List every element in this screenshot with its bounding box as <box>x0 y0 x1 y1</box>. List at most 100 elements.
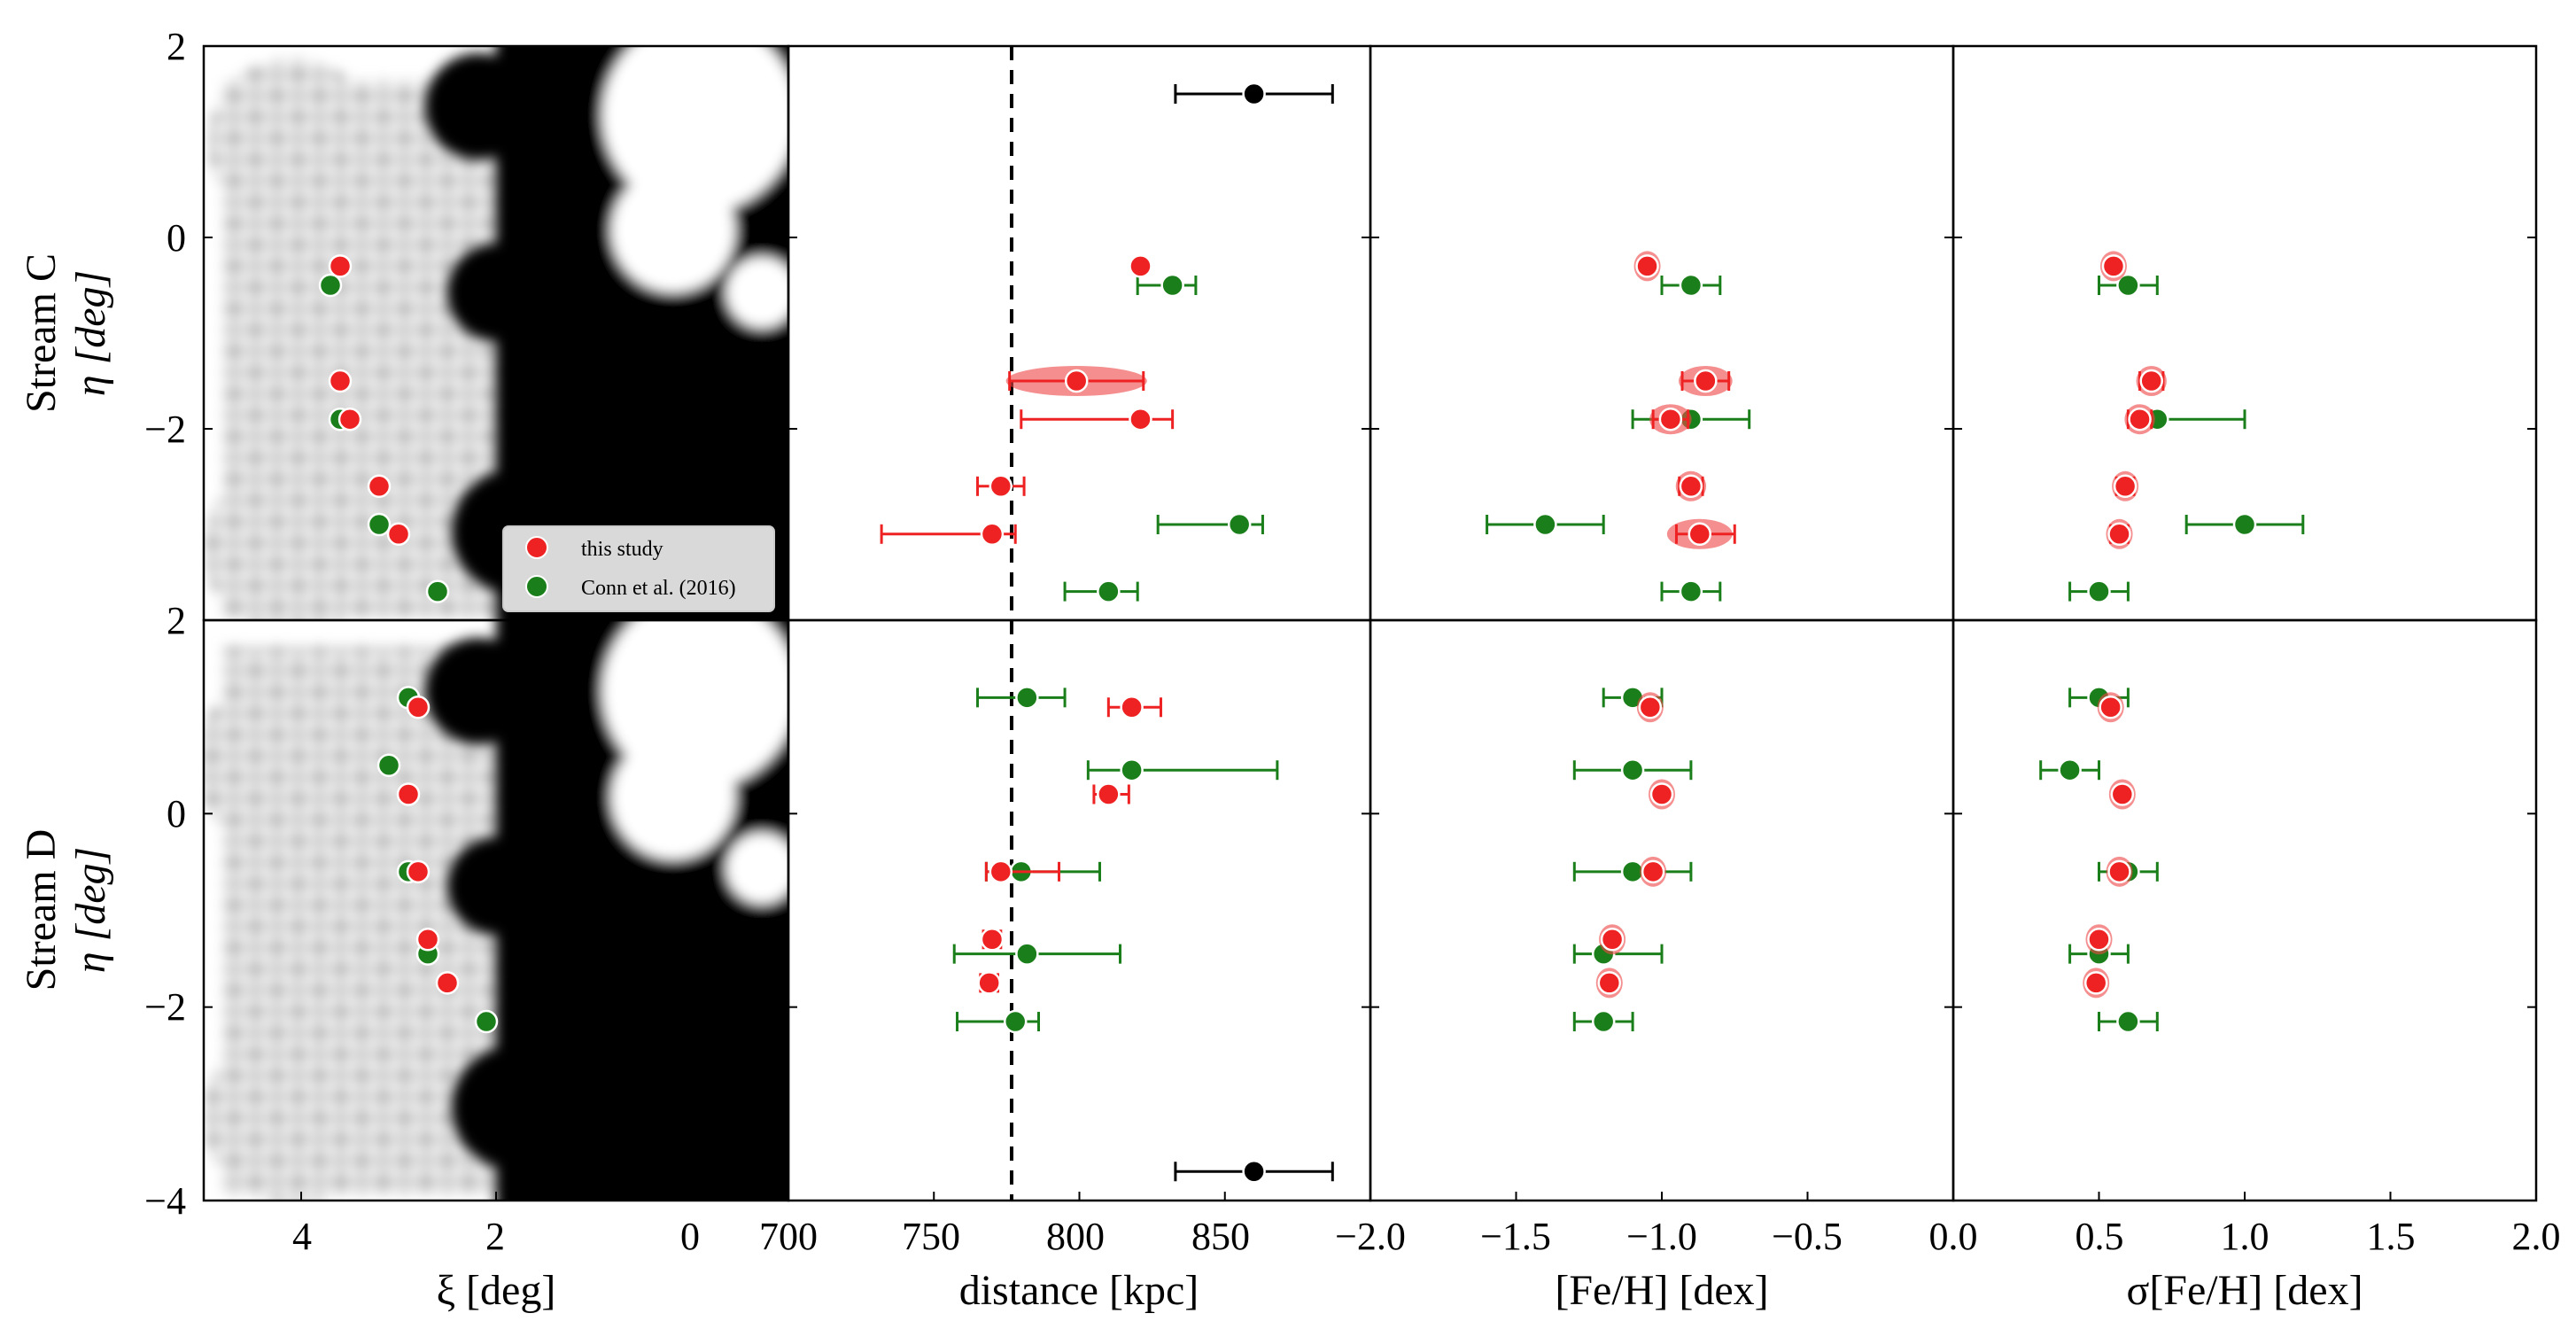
conn-point-marker <box>1533 512 1557 537</box>
this-study-point-marker <box>2101 254 2126 278</box>
this-study-point-marker <box>406 696 431 719</box>
this-study-point-marker <box>980 522 1005 547</box>
this-study-point-marker <box>1694 369 1718 393</box>
legend-marker-conn <box>525 575 548 598</box>
x-tick-label: 0.5 <box>2076 1215 2124 1258</box>
x-axis-label-feh: [Fe/H] [dex] <box>1555 1267 1768 1314</box>
conn-point-marker <box>2116 273 2140 298</box>
conn-point-marker <box>1097 579 1121 603</box>
legend-label-conn: Conn et al. (2016) <box>581 577 736 600</box>
this-study-point-marker <box>2110 782 2135 806</box>
reference-point-marker <box>1242 1160 1266 1184</box>
panel-d-distance <box>787 618 1372 1202</box>
this-study-point-marker <box>396 782 421 806</box>
conn-point-marker <box>2087 579 2111 603</box>
x-tick-label: 4 <box>292 1215 312 1258</box>
this-study-point-marker <box>1597 971 1622 995</box>
y-tick-label: −4 <box>144 1179 186 1223</box>
this-study-point-marker <box>977 971 1001 995</box>
this-study-point-marker <box>1688 522 1712 547</box>
conn-point-marker <box>425 579 450 603</box>
conn-point-marker <box>367 512 392 537</box>
legend-label-this-study: this study <box>581 538 663 561</box>
conn-point-marker <box>1227 512 1252 537</box>
this-study-point-marker <box>2113 474 2138 499</box>
row-label-line1: Stream C <box>18 253 65 413</box>
this-study-point-marker <box>435 971 460 995</box>
this-study-point-marker <box>1635 254 1659 278</box>
conn-point-marker <box>1160 273 1184 298</box>
this-study-point-marker <box>415 928 440 952</box>
x-tick-label: 1.5 <box>2367 1215 2416 1258</box>
this-study-point-marker <box>1679 474 1703 499</box>
conn-point-marker <box>2058 758 2082 782</box>
legend: this study Conn et al. (2016) <box>502 525 775 612</box>
stream-c-density-map <box>204 46 788 620</box>
x-axis-label-sigma-feh: σ[Fe/H] [dex] <box>2126 1267 2363 1314</box>
y-tick-labels: 2 0 −2 2 0 −2 −4 <box>144 25 186 1223</box>
conn-point-marker <box>1591 1009 1616 1034</box>
row-label-stream-d: Stream D η [deg] <box>18 829 114 991</box>
this-study-point-marker <box>1097 782 1121 806</box>
row-label-line2: η [deg] <box>67 847 114 973</box>
y-tick-label: 0 <box>167 792 186 835</box>
conn-point-marker <box>376 753 401 777</box>
this-study-point-marker <box>386 522 411 547</box>
conn-point-marker <box>1679 579 1703 603</box>
this-study-point-marker <box>328 369 353 393</box>
conn-point-marker <box>1679 273 1703 298</box>
x-axis-label-xi: ξ [deg] <box>437 1267 556 1314</box>
this-study-point-marker <box>2107 522 2131 547</box>
conn-point-marker <box>474 1009 499 1034</box>
this-study-point-marker <box>2107 859 2131 884</box>
this-study-point-marker <box>1129 254 1152 278</box>
this-study-point-marker <box>989 474 1013 499</box>
conn-point-marker <box>2232 512 2257 537</box>
conn-point-marker <box>1620 758 1645 782</box>
x-tick-label: −1.5 <box>1480 1215 1551 1258</box>
panel-c-feh <box>1369 44 1955 622</box>
data-marks <box>204 82 2537 1201</box>
conn-point-marker <box>318 273 343 298</box>
x-tick-label: −2.0 <box>1335 1215 1406 1258</box>
y-tick-label: −2 <box>144 985 186 1029</box>
x-tick-label: 1.0 <box>2221 1215 2270 1258</box>
this-study-point-marker <box>1064 369 1089 393</box>
this-study-point-marker <box>2083 971 2108 995</box>
this-study-point-marker <box>1600 928 1625 952</box>
row-label-stream-c: Stream C η [deg] <box>18 253 114 413</box>
this-study-point-marker <box>2128 407 2152 431</box>
y-tick-label: 2 <box>167 25 186 68</box>
conn-point-marker <box>1003 1009 1028 1034</box>
this-study-point-marker <box>1129 407 1152 431</box>
conn-point-marker <box>1015 942 1039 966</box>
this-study-point-marker <box>1649 782 1674 806</box>
x-tick-label: −1.0 <box>1626 1215 1697 1258</box>
y-tick-label: −2 <box>144 408 186 451</box>
legend-box <box>502 525 775 612</box>
x-tick-label: 2.0 <box>2512 1215 2561 1258</box>
x-tick-label: 800 <box>1046 1215 1105 1258</box>
this-study-point-marker <box>338 407 362 431</box>
row-label-line2: η [deg] <box>67 270 114 396</box>
x-tick-label: 850 <box>1191 1215 1250 1258</box>
this-study-point-marker <box>989 859 1013 884</box>
row-label-line1: Stream D <box>18 829 65 991</box>
this-study-point-marker <box>1120 696 1144 719</box>
this-study-point-marker <box>1641 859 1665 884</box>
panel-d-sigma <box>1951 618 2538 1202</box>
x-tick-label: −0.5 <box>1772 1215 1843 1258</box>
x-tick-label: 0 <box>680 1215 700 1258</box>
x-tick-label: 700 <box>759 1215 818 1258</box>
x-tick-label: 2 <box>485 1215 505 1258</box>
stream-d-density-map <box>204 620 788 1201</box>
y-tick-label: 2 <box>167 599 186 642</box>
conn-point-marker <box>1120 758 1144 782</box>
y-tick-label: 0 <box>167 216 186 260</box>
x-tick-label: 0.0 <box>1929 1215 1978 1258</box>
x-axis-label-distance: distance [kpc] <box>959 1267 1199 1314</box>
this-study-point-marker <box>367 474 392 499</box>
this-study-point-marker <box>328 254 353 278</box>
x-tick-label: 750 <box>902 1215 960 1258</box>
